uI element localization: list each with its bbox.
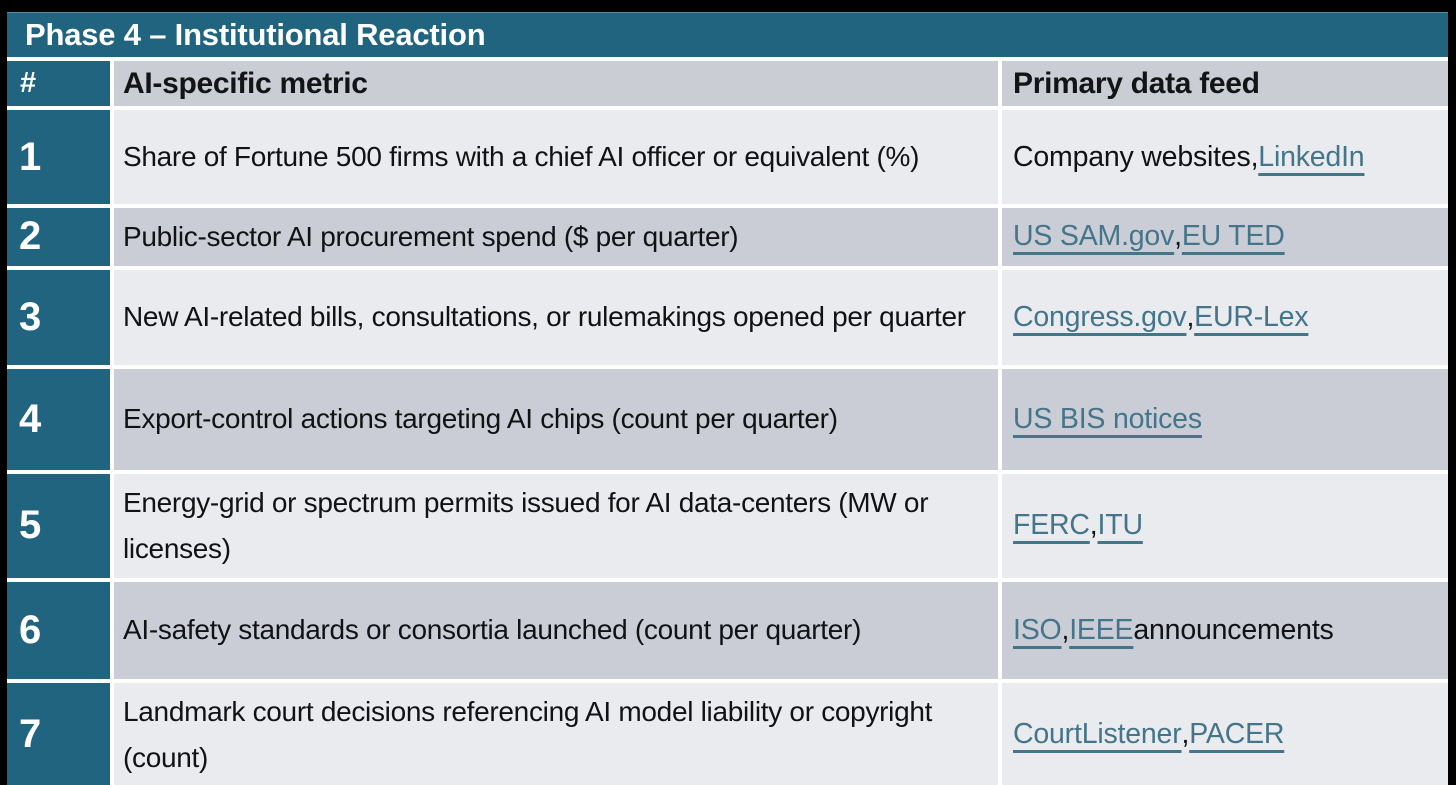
header-row: # AI-specific metric Primary data feed [7, 61, 1448, 106]
data-feed-text: , [1181, 718, 1190, 751]
header-number-column: # [7, 61, 110, 106]
data-feed-text: , [1089, 509, 1098, 542]
table-row: 5 Energy-grid or spectrum permits issued… [7, 473, 1448, 578]
metric-cell: Public-sector AI procurement spend ($ pe… [114, 208, 998, 266]
metric-cell: Energy-grid or spectrum permits issued f… [114, 473, 998, 578]
feed-cell: CourtListener, PACER [1002, 682, 1448, 785]
row-number: 4 [7, 368, 110, 470]
data-feed-link[interactable]: Congress.gov [1013, 300, 1187, 333]
data-feed-text: Company websites, [1013, 140, 1259, 173]
data-feed-text: , [1174, 220, 1182, 253]
table-row: 6 AI-safety standards or consortia launc… [7, 581, 1448, 679]
table-row: 7 Landmark court decisions referencing A… [7, 682, 1448, 785]
metric-cell: New AI-related bills, consultations, or … [114, 269, 998, 365]
data-feed-text: announcements [1133, 613, 1334, 646]
metric-cell: Share of Fortune 500 firms with a chief … [114, 110, 998, 204]
data-feed-text: , [1061, 613, 1070, 646]
feed-cell: US SAM.gov, EU TED [1002, 208, 1448, 266]
data-feed-link[interactable]: ISO [1013, 613, 1062, 646]
table-row: 1 Share of Fortune 500 firms with a chie… [7, 110, 1448, 204]
feed-cell: Company websites, LinkedIn [1002, 110, 1448, 204]
row-number: 5 [7, 473, 110, 578]
phase4-table: Phase 4 – Institutional Reaction # AI-sp… [7, 12, 1448, 785]
header-metric-column: AI-specific metric [114, 61, 998, 106]
metric-cell: Landmark court decisions referencing AI … [114, 682, 998, 785]
data-feed-link[interactable]: CourtListener [1013, 718, 1182, 751]
table-title: Phase 4 – Institutional Reaction [7, 12, 1448, 57]
feed-cell: US BIS notices [1002, 368, 1448, 470]
table-row: 2 Public-sector AI procurement spend ($ … [7, 208, 1448, 266]
row-number: 7 [7, 682, 110, 785]
data-feed-link[interactable]: IEEE [1069, 613, 1134, 646]
data-feed-link[interactable]: LinkedIn [1258, 140, 1365, 173]
data-feed-link[interactable]: EU TED [1181, 220, 1285, 253]
data-feed-link[interactable]: ITU [1097, 509, 1144, 542]
data-feed-link[interactable]: US BIS notices [1013, 402, 1202, 435]
feed-cell: ISO, IEEE announcements [1002, 581, 1448, 679]
data-feed-link[interactable]: US SAM.gov [1013, 220, 1175, 253]
data-feed-text: , [1186, 300, 1195, 333]
row-number: 2 [7, 208, 110, 266]
row-number: 3 [7, 269, 110, 365]
row-number: 1 [7, 110, 110, 204]
row-number: 6 [7, 581, 110, 679]
data-feed-link[interactable]: FERC [1013, 509, 1090, 542]
metric-cell: Export-control actions targeting AI chip… [114, 368, 998, 470]
feed-cell: Congress.gov, EUR-Lex [1002, 269, 1448, 365]
table-body: 1 Share of Fortune 500 firms with a chie… [7, 110, 1448, 785]
data-feed-link[interactable]: EUR-Lex [1194, 300, 1309, 333]
table-frame: Phase 4 – Institutional Reaction # AI-sp… [7, 12, 1448, 785]
metric-cell: AI-safety standards or consortia launche… [114, 581, 998, 679]
table-row: 3 New AI-related bills, consultations, o… [7, 269, 1448, 365]
data-feed-link[interactable]: PACER [1189, 718, 1285, 751]
table-row: 4 Export-control actions targeting AI ch… [7, 368, 1448, 470]
feed-cell: FERC, ITU [1002, 473, 1448, 578]
header-feed-column: Primary data feed [1002, 61, 1448, 106]
